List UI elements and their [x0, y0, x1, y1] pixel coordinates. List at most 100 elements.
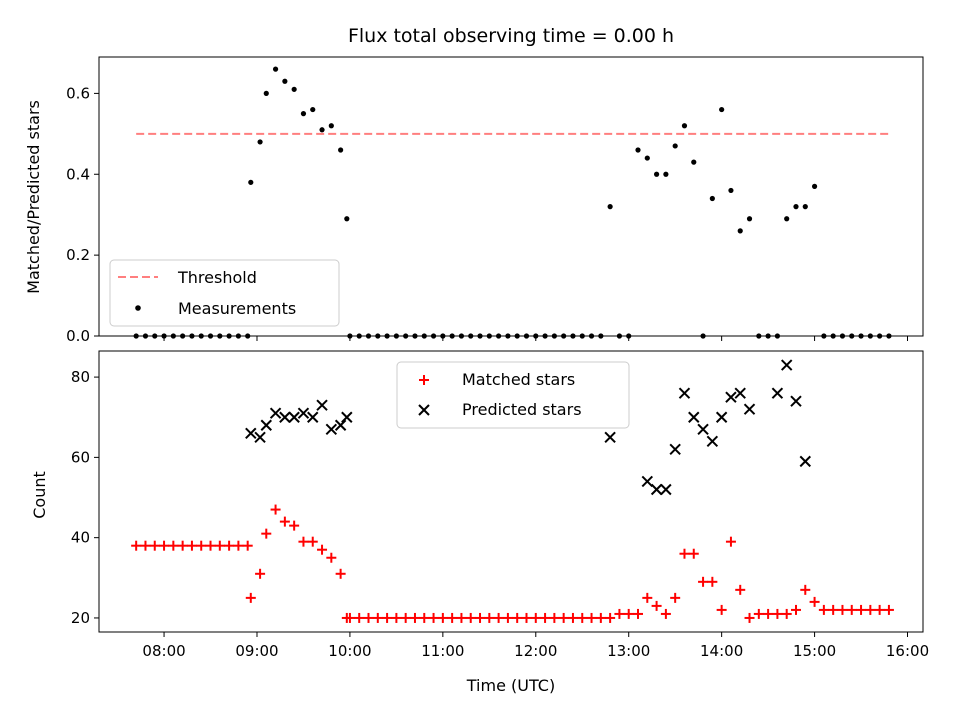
chart-title: Flux total observing time = 0.00 h: [348, 25, 674, 47]
matched-star-point: [289, 520, 300, 531]
matched-star-point: [744, 612, 755, 623]
predicted-star-point: [678, 387, 691, 399]
x-tick-label: 10:00: [328, 642, 371, 660]
predicted-star-point: [688, 411, 700, 423]
matched-star-point: [326, 552, 337, 563]
matched-star-point: [577, 612, 588, 623]
measurement-point: [709, 195, 715, 202]
bottom-y-tick-label: 20: [71, 609, 90, 627]
matched-star-point: [698, 576, 709, 587]
matched-star-point: [790, 604, 801, 615]
measurement-point: [328, 123, 334, 129]
matched-star-point: [837, 604, 848, 615]
matched-star-point: [298, 536, 309, 547]
matched-star-point: [456, 612, 467, 623]
measurement-point: [257, 139, 263, 145]
matched-star-point: [595, 612, 606, 623]
measurement-point: [728, 187, 734, 194]
matched-star-point: [679, 548, 690, 559]
measurement-point: [663, 171, 669, 177]
matched-star-point: [270, 504, 281, 515]
matched-star-point: [465, 612, 476, 623]
matched-star-point: [846, 604, 857, 615]
bottom-plot-frame: [98, 350, 924, 633]
matched-star-point: [245, 592, 256, 603]
predicted-star-point: [725, 391, 737, 403]
top-y-tick-label: 0.6: [66, 84, 90, 102]
legend-threshold-label: Threshold: [177, 268, 257, 287]
bottom-y-axis-label: Count: [30, 471, 49, 519]
top-plot-frame: [98, 56, 924, 337]
predicted-star-point: [260, 419, 272, 431]
predicted-star-point: [325, 423, 338, 435]
matched-star-point: [586, 612, 597, 623]
top-panel: Flux total observing time = 0.00 h 0.0 0.…: [24, 25, 924, 345]
measurement-point: [607, 204, 613, 210]
bottom-x-axis-label: Time (UTC): [466, 676, 555, 695]
measurement-point: [653, 171, 660, 177]
x-tick-label: 09:00: [235, 642, 278, 660]
matched-star-point: [633, 608, 644, 619]
top-y-axis: 0.0 0.2 0.4 0.6: [66, 84, 99, 345]
matched-star-point: [530, 612, 541, 623]
x-tick-label: 15:00: [793, 642, 836, 660]
measurement-point: [291, 86, 297, 92]
x-tick-label: 08:00: [142, 642, 185, 660]
bottom-legend: Matched stars Predicted stars: [396, 361, 630, 429]
matched-star-point: [372, 612, 383, 623]
bottom-legend-box: [396, 361, 630, 429]
x-tick-label: 16:00: [886, 642, 929, 660]
predicted-star-point: [660, 483, 672, 496]
matched-star-point: [883, 604, 894, 615]
matched-star-point: [261, 528, 272, 539]
top-x-axis: [163, 336, 909, 341]
matched-star-point: [214, 540, 225, 551]
measurement-point: [300, 111, 307, 117]
matched-star-point: [233, 540, 244, 551]
predicted-star-point: [706, 435, 719, 448]
matched-star-point: [400, 612, 411, 623]
matched-star-point: [521, 612, 532, 623]
predicted-star-point: [279, 411, 291, 423]
measurement-point: [793, 204, 799, 210]
x-tick-label: 11:00: [421, 642, 464, 660]
top-y-tick-label: 0.0: [66, 327, 90, 345]
matched-star-point: [255, 568, 266, 579]
matched-star-point: [735, 584, 746, 595]
predicted-star-point: [780, 359, 793, 371]
matched-star-point: [828, 604, 839, 615]
matched-star-point: [484, 612, 495, 623]
matched-star-point: [168, 540, 179, 551]
matched-star-point: [781, 608, 792, 619]
matched-star-point: [242, 540, 253, 551]
measurement-point: [737, 228, 743, 234]
top-y-tick-label: 0.2: [66, 246, 90, 264]
legend-measurements-swatch: [135, 305, 141, 311]
measurement-point: [784, 216, 790, 222]
matched-star-point: [437, 612, 448, 623]
matched-star-point: [419, 612, 430, 623]
matched-star-point: [149, 540, 160, 551]
matched-star-point: [344, 612, 355, 623]
x-tick-label: 12:00: [514, 642, 557, 660]
predicted-star-point: [669, 443, 681, 456]
x-tick-label: 14:00: [700, 642, 743, 660]
measurement-point: [811, 183, 818, 189]
predicted-star-point: [604, 431, 616, 444]
bottom-y-tick-label: 80: [71, 368, 90, 386]
matched-star-point: [670, 592, 681, 603]
measurement-point: [691, 159, 697, 165]
measurement-point: [719, 106, 725, 113]
matched-star-point: [186, 540, 197, 551]
matched-star-point: [205, 540, 216, 551]
bottom-plot-marks: [131, 359, 894, 623]
predicted-star-point: [341, 411, 353, 423]
predicted-star-point: [245, 427, 257, 439]
matched-star-point: [382, 612, 393, 623]
measurement-point: [672, 143, 678, 149]
matched-star-point: [660, 608, 671, 619]
matched-star-point: [447, 612, 458, 623]
matched-star-point: [642, 592, 653, 603]
matched-star-point: [540, 612, 551, 623]
